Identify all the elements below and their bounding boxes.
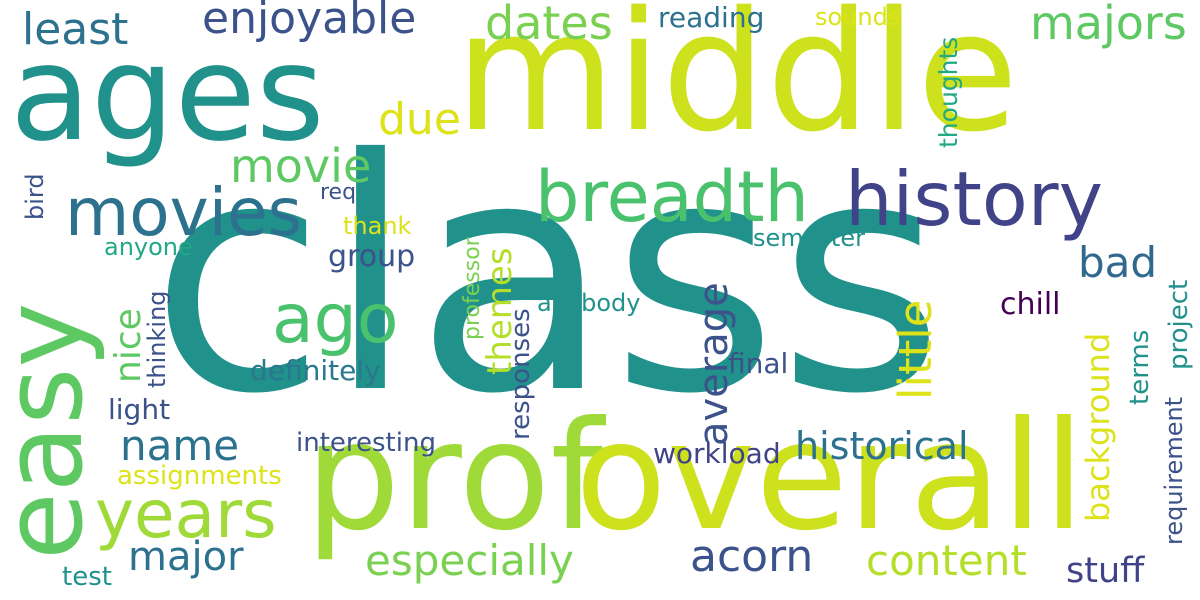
word-acorn: acorn: [690, 531, 814, 582]
word-dates: dates: [485, 0, 613, 50]
word-class: class: [150, 92, 945, 464]
word-anybody: anybody: [537, 289, 641, 317]
word-enjoyable: enjoyable: [202, 0, 417, 44]
word-thoughts: thoughts: [934, 36, 963, 148]
word-majors: majors: [1030, 0, 1187, 50]
word-professor: professor: [460, 237, 485, 340]
word-project: project: [1164, 279, 1194, 370]
word-semester: semester: [753, 224, 865, 252]
word-final: final: [728, 347, 789, 380]
word-sounds: sounds: [815, 3, 901, 31]
word-movie: movie: [230, 139, 372, 193]
word-middle: middle: [455, 0, 1019, 168]
word-little: little: [889, 299, 942, 400]
word-least: least: [22, 4, 129, 55]
word-due: due: [378, 94, 461, 145]
word-easy: easy: [0, 302, 107, 561]
word-overall: overall: [575, 390, 1085, 564]
word-breadth: breadth: [535, 156, 809, 238]
word-responses: responses: [506, 308, 536, 440]
word-req: req: [320, 180, 357, 205]
word-years: years: [95, 476, 277, 553]
word-assignments: assignments: [117, 461, 282, 491]
word-ages: ages: [10, 17, 325, 171]
word-bird: bird: [21, 173, 49, 220]
word-content: content: [866, 536, 1027, 585]
word-name: name: [120, 421, 240, 470]
word-terms: terms: [1125, 329, 1155, 405]
word-anyone: anyone: [104, 233, 193, 261]
word-history: history: [845, 155, 1103, 243]
word-reading: reading: [658, 1, 765, 34]
word-ago: ago: [272, 280, 399, 359]
word-stuff: stuff: [1066, 551, 1145, 591]
word-major: major: [128, 534, 244, 580]
word-test: test: [62, 562, 112, 592]
word-historical: historical: [795, 424, 969, 468]
word-background: background: [1079, 332, 1117, 522]
word-thinking: thinking: [143, 290, 171, 388]
word-requirement: requirement: [1160, 396, 1188, 545]
word-nice: nice: [108, 308, 149, 383]
word-prof: prof: [305, 390, 604, 564]
word-especially: especially: [365, 536, 574, 585]
word-bad: bad: [1078, 238, 1158, 287]
word-group: group: [328, 239, 416, 274]
word-definitely: definitely: [250, 354, 381, 387]
word-workload: workload: [653, 437, 781, 470]
word-interesting: interesting: [296, 428, 436, 458]
word-light: light: [108, 393, 171, 426]
word-movies: movies: [65, 174, 303, 251]
word-thank: thank: [343, 212, 412, 240]
word-chill: chill: [1000, 287, 1061, 322]
